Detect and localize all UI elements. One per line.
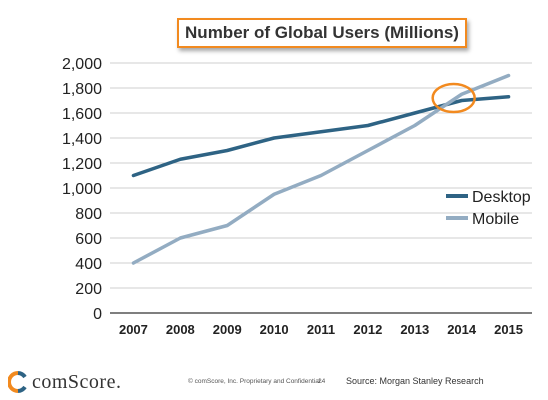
x-tick-label: 2009 bbox=[213, 322, 242, 337]
y-tick-label: 1,200 bbox=[62, 156, 102, 173]
y-tick-label: 1,800 bbox=[62, 81, 102, 98]
source-text: Source: Morgan Stanley Research bbox=[346, 376, 484, 386]
y-tick-label: 800 bbox=[75, 206, 102, 223]
chart-title: Number of Global Users (Millions) bbox=[177, 18, 467, 48]
y-tick-label: 400 bbox=[75, 256, 102, 273]
copyright-text: © comScore, Inc. Proprietary and Confide… bbox=[188, 378, 323, 385]
series-line-desktop bbox=[131, 95, 511, 178]
highlight-ellipse bbox=[431, 82, 476, 114]
x-tick-label: 2012 bbox=[353, 322, 382, 337]
x-tick-label: 2013 bbox=[400, 322, 429, 337]
x-tick-label: 2011 bbox=[307, 322, 335, 337]
y-tick-label: 2,000 bbox=[62, 56, 102, 73]
y-tick-label: 1,600 bbox=[62, 106, 102, 123]
y-tick-label: 1,400 bbox=[62, 131, 102, 148]
line-chart: 0 200 400 600 800 1,000 1,200 1,400 1,600 1,800 2,… bbox=[62, 56, 532, 337]
x-tick-label: 2007 bbox=[119, 322, 148, 337]
x-tick-label: 2008 bbox=[166, 322, 195, 337]
y-tick-label: 0 bbox=[93, 306, 102, 323]
y-tick-label: 200 bbox=[75, 281, 102, 298]
footer: comScore. © comScore, Inc. Proprietary a… bbox=[0, 368, 548, 400]
legend-label-mobile: Mobile bbox=[472, 211, 519, 228]
x-tick-label: 2010 bbox=[260, 322, 289, 337]
logo-text: comScore. bbox=[32, 370, 122, 393]
y-tick-label: 600 bbox=[75, 231, 102, 248]
legend-label-desktop: Desktop bbox=[472, 189, 531, 206]
x-tick-label: 2014 bbox=[447, 322, 477, 337]
series-line-mobile bbox=[131, 73, 511, 265]
comscore-logo-icon bbox=[8, 371, 27, 393]
page-number: 24 bbox=[318, 378, 326, 385]
y-tick-label: 1,000 bbox=[62, 181, 102, 198]
comscore-logo: comScore. bbox=[8, 368, 121, 396]
x-tick-label: 2015 bbox=[494, 322, 523, 337]
